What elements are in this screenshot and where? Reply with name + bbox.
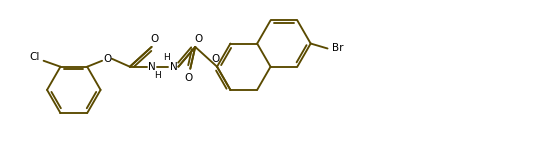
Text: O: O xyxy=(150,34,159,44)
Text: N: N xyxy=(148,62,155,72)
Text: N: N xyxy=(170,62,177,72)
Text: O: O xyxy=(211,54,219,64)
Text: Br: Br xyxy=(332,44,343,53)
Text: H: H xyxy=(154,71,161,80)
Text: O: O xyxy=(184,73,192,83)
Text: O: O xyxy=(194,34,202,44)
Text: Cl: Cl xyxy=(30,52,40,62)
Text: H: H xyxy=(163,53,170,62)
Text: O: O xyxy=(103,54,111,64)
